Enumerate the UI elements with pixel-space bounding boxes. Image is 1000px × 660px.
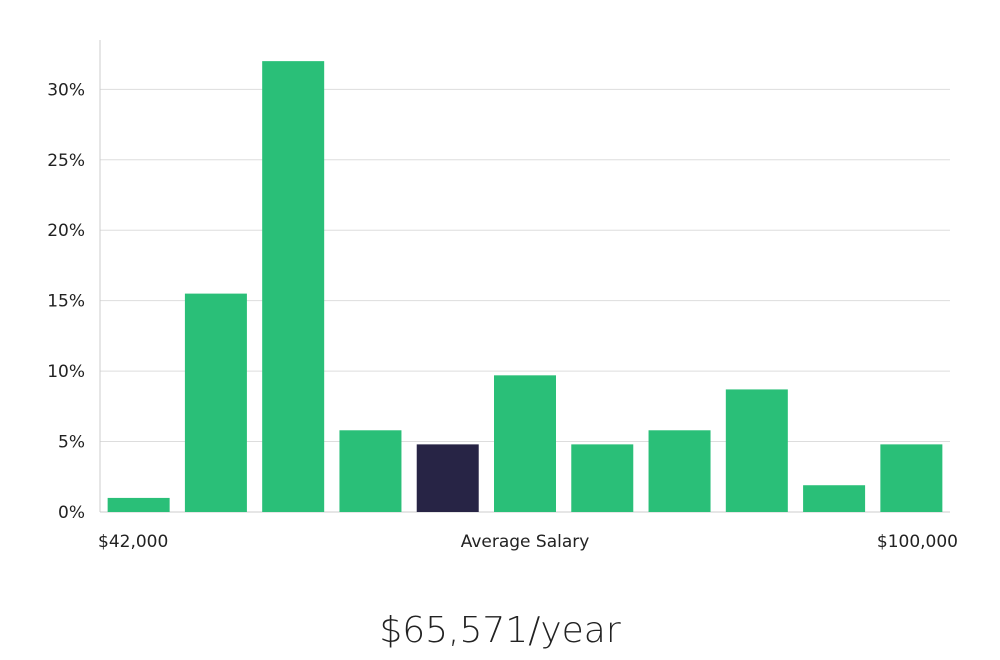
bar: [107, 497, 170, 512]
x-label-min: $42,000: [98, 532, 168, 552]
bar: [648, 430, 711, 512]
y-tick-label: 15%: [47, 292, 85, 312]
bar: [571, 444, 634, 512]
bar-average-salary: [416, 444, 479, 512]
bar: [725, 389, 788, 512]
y-tick-label: 10%: [47, 362, 85, 382]
y-tick-label: 25%: [47, 151, 85, 171]
bar: [184, 293, 247, 512]
bar: [339, 430, 402, 512]
y-tick-label: 5%: [58, 433, 85, 453]
x-label-max: $100,000: [877, 532, 958, 552]
salary-histogram: 0% 5% 10% 15% 20% 25% 30% $42,000 Average Sala…: [47, 40, 958, 552]
y-tick-label: 0%: [58, 503, 85, 523]
y-tick-label: 20%: [47, 221, 85, 241]
bar: [494, 375, 556, 512]
x-label-average: Average Salary: [461, 532, 590, 552]
average-salary-readout: $65,571/year: [379, 610, 621, 651]
y-tick-label: 30%: [47, 80, 85, 100]
bar: [262, 61, 325, 512]
bars: [107, 61, 943, 512]
y-axis-tick-labels: 0% 5% 10% 15% 20% 25% 30%: [47, 80, 85, 523]
bar: [803, 485, 866, 512]
bar: [880, 444, 943, 512]
